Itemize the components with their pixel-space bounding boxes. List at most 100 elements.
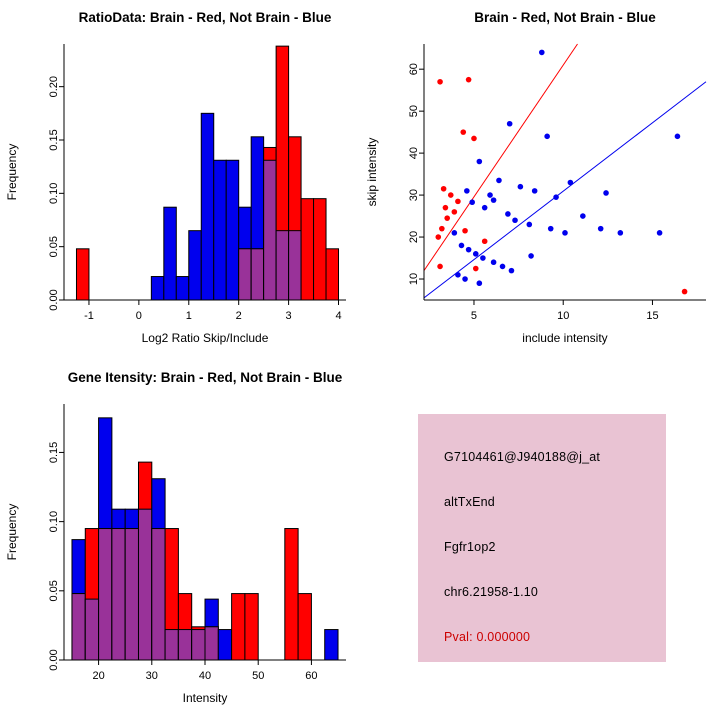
scatter-point-blue	[480, 255, 486, 261]
histogram-bar	[300, 198, 315, 301]
histogram-bar	[150, 276, 165, 301]
histogram-bar	[75, 248, 90, 301]
histogram-bar	[217, 629, 233, 661]
x-tick-label: 60	[305, 670, 317, 682]
histogram-bar	[188, 230, 202, 301]
scatter-point-blue	[451, 230, 458, 236]
x-tick-label: 4	[335, 310, 341, 322]
scatter-point-blue	[528, 253, 534, 259]
y-tick-label: 60	[408, 63, 420, 75]
histogram-bar	[84, 598, 100, 661]
histogram-bar	[250, 248, 265, 301]
y-tick-label: 0.05	[48, 580, 60, 601]
y-tick-label: 0.05	[48, 236, 60, 257]
scatter-point-blue	[617, 230, 624, 236]
histogram-bar	[324, 629, 339, 661]
scatter-point-red	[455, 198, 461, 205]
scatter-point-blue	[464, 188, 470, 194]
scatter-point-blue	[553, 194, 559, 200]
x-tick-label: 2	[236, 310, 242, 322]
scatter-point-blue	[496, 177, 502, 184]
scatter-point-blue	[490, 197, 497, 203]
x-tick-label: 50	[252, 670, 264, 682]
x-axis-label: Intensity	[183, 691, 228, 705]
y-axis-label: Frequency	[5, 144, 19, 201]
scatter-point-red	[444, 215, 451, 221]
y-tick-label: 50	[408, 105, 420, 117]
histogram-bar	[225, 159, 240, 301]
scatter-point-red	[435, 234, 442, 240]
x-tick-label: 20	[92, 670, 104, 682]
scatter-point-red	[442, 204, 449, 211]
regression-line-blue	[424, 81, 707, 299]
gene-name-text: Fgfr1op2	[444, 539, 496, 554]
info-panel: G7104461@J940188@j_at altTxEnd Fgfr1op2 …	[360, 360, 720, 720]
y-tick-label: 0.00	[48, 649, 60, 670]
chart-title: RatioData: Brain - Red, Not Brain - Blue	[79, 10, 332, 25]
histogram-bar	[163, 206, 177, 301]
chart-title: Gene Itensity: Brain - Red, Not Brain - …	[68, 370, 343, 385]
x-tick-label: 40	[199, 670, 211, 682]
scatter-point-blue	[544, 133, 550, 140]
scatter-point-red	[451, 209, 458, 215]
scatter-point-blue	[465, 246, 472, 253]
scatter-point-blue	[580, 213, 586, 219]
histogram-bar	[213, 159, 227, 301]
scatter-point-blue	[487, 192, 493, 198]
x-tick-label: 30	[146, 670, 158, 682]
scatter-point-red	[481, 238, 488, 245]
scatter-point-blue	[674, 133, 681, 140]
scatter-point-blue	[469, 199, 475, 206]
x-tick-label: -1	[84, 310, 94, 322]
scatter-point-red	[447, 192, 454, 198]
y-tick-label: 40	[408, 147, 420, 159]
histogram-bar	[175, 276, 190, 301]
histogram-bar	[313, 198, 327, 301]
histogram-bar	[263, 159, 277, 301]
y-tick-label: 0.15	[48, 442, 60, 463]
intensity-scatter-panel: 5 10 15 10 20 30 40 50 60 Brain - Red, Not Brain …	[365, 10, 707, 345]
histogram-bar	[204, 626, 219, 661]
x-tick-label: 1	[186, 310, 192, 322]
y-axis-label: Frequency	[5, 504, 19, 561]
pval-text: Pval: 0.000000	[444, 629, 531, 644]
x-axis-label: Log2 Ratio Skip/Include	[142, 331, 269, 345]
y-tick-label: 0.10	[48, 511, 60, 532]
histogram-bar	[111, 528, 126, 661]
scatter-point-red	[439, 225, 445, 232]
histogram-bar	[288, 230, 302, 301]
scatter-point-red	[471, 135, 477, 142]
y-tick-label: 30	[408, 189, 420, 201]
y-tick-label: 0.10	[48, 183, 60, 204]
scatter-point-blue	[603, 190, 609, 196]
histogram-bar	[137, 508, 153, 661]
scatter-point-red	[437, 263, 443, 270]
y-tick-label: 0.15	[48, 129, 60, 150]
scatter-point-blue	[656, 230, 663, 236]
histogram-bar	[297, 593, 312, 661]
histogram-bar	[124, 528, 139, 661]
histogram-bar	[200, 112, 215, 301]
histogram-bar	[238, 248, 252, 301]
scatter-point-blue	[597, 225, 604, 232]
y-tick-label: 0.00	[48, 289, 60, 310]
scatter-point-blue	[490, 259, 497, 266]
event-type-text: altTxEnd	[444, 494, 495, 509]
scatter-point-blue	[512, 217, 518, 224]
scatter-point-blue	[455, 272, 461, 278]
scatter-point-red	[437, 78, 443, 85]
histogram-bar	[325, 248, 340, 301]
y-tick-label: 0.20	[48, 76, 60, 97]
gene-info-box: G7104461@J940188@j_at altTxEnd Fgfr1op2 …	[418, 414, 666, 662]
histogram-bar	[164, 629, 179, 661]
scatter-point-blue	[458, 242, 465, 249]
scatter-point-blue	[508, 267, 515, 274]
scatter-point-blue	[476, 158, 483, 165]
y-axis-label: skip intensity	[365, 138, 379, 207]
histogram-bar	[71, 593, 86, 661]
scatter-point-red	[681, 288, 688, 295]
scatter-point-blue	[506, 120, 513, 127]
scatter-point-red	[462, 227, 468, 234]
histogram-bar	[191, 629, 206, 661]
